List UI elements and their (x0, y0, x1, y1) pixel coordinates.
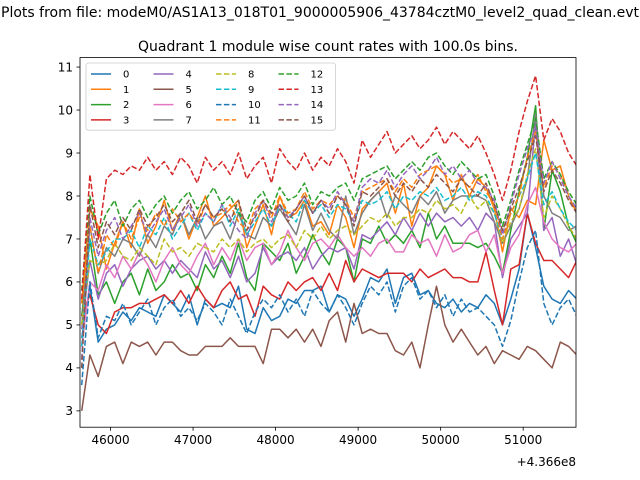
series-line-5 (80, 285, 576, 412)
series-line-2 (80, 104, 576, 317)
series-line-1 (80, 139, 576, 304)
series-line-15 (80, 135, 576, 368)
series-line-3 (80, 212, 576, 335)
legend-label-1: 1 (123, 85, 129, 96)
y-tick-label: 11 (58, 60, 73, 74)
legend-label-11: 11 (248, 115, 261, 126)
y-tick-label: 3 (65, 404, 73, 418)
x-offset-label: +4.366e8 (517, 455, 576, 469)
legend-label-4: 4 (186, 70, 192, 81)
y-tick-label: 6 (65, 275, 73, 289)
legend-label-13: 13 (311, 85, 324, 96)
legend-label-9: 9 (248, 85, 254, 96)
y-axis: 3 4 5 6 7 8 9 10 11 (58, 60, 80, 418)
legend-label-15: 15 (311, 115, 324, 126)
x-tick-label: 47000 (174, 433, 212, 447)
series-line-10 (80, 229, 576, 386)
series-line-6 (80, 186, 576, 347)
y-tick-label: 9 (65, 146, 73, 160)
legend-label-0: 0 (123, 70, 129, 81)
legend-label-3: 3 (123, 115, 129, 126)
legend-label-8: 8 (248, 70, 254, 81)
legend-label-6: 6 (186, 100, 192, 111)
legend-label-14: 14 (311, 100, 324, 111)
series-line-9 (80, 152, 576, 347)
y-tick-label: 8 (65, 189, 73, 203)
x-tick-label: 48000 (257, 433, 295, 447)
series-line-14 (80, 126, 576, 360)
x-tick-label: 51000 (504, 433, 542, 447)
y-tick-label: 4 (65, 361, 73, 375)
legend-label-5: 5 (186, 85, 192, 96)
y-tick-label: 5 (65, 318, 73, 332)
y-tick-label: 7 (65, 232, 73, 246)
chart-title: Quadrant 1 module wise count rates with … (138, 39, 518, 55)
series-line-11 (80, 130, 576, 304)
figure-suptitle: Plots from file: modeM0/AS1A13_018T01_90… (1, 5, 639, 21)
series-line-8 (80, 147, 576, 325)
plot-frame (79, 57, 577, 428)
series-line-7 (80, 113, 576, 325)
legend-label-2: 2 (123, 100, 129, 111)
legend-label-10: 10 (248, 100, 261, 111)
series-line-12 (80, 117, 576, 291)
legend-label-12: 12 (311, 70, 324, 81)
legend-label-7: 7 (186, 115, 192, 126)
series-line-13 (80, 74, 576, 300)
x-tick-label: 50000 (422, 433, 460, 447)
legend-frame (85, 62, 336, 131)
series-layer (80, 74, 576, 412)
x-tick-label: 49000 (339, 433, 377, 447)
y-tick-label: 10 (58, 103, 73, 117)
x-tick-label: 46000 (91, 433, 129, 447)
x-axis: 46000 47000 48000 49000 50000 51000 (91, 427, 542, 447)
